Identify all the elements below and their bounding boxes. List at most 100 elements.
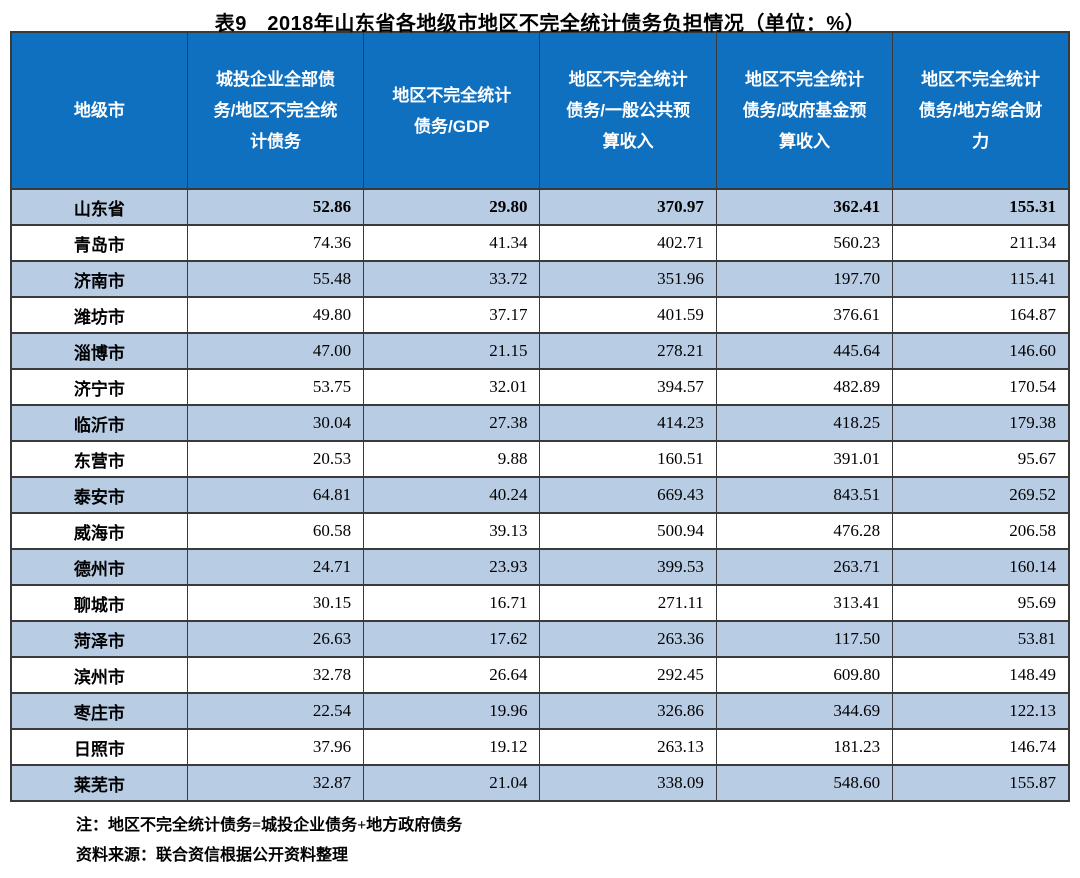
region-cell: 临沂市 (10, 404, 188, 442)
value-cell: 160.51 (539, 440, 717, 478)
value-cell: 60.58 (186, 512, 365, 550)
value-cell: 263.36 (539, 620, 717, 658)
value-cell: 179.38 (892, 404, 1070, 442)
value-cell: 211.34 (892, 224, 1070, 262)
column-header: 城投企业全部债务/地区不完全统计债务 (186, 31, 365, 190)
value-cell: 351.96 (539, 260, 717, 298)
value-cell: 326.86 (539, 692, 717, 730)
value-cell: 37.96 (186, 728, 365, 766)
region-cell: 日照市 (10, 728, 188, 766)
table-row: 泰安市 64.81 40.24 669.43 843.51 269.52 (10, 476, 1070, 514)
value-cell: 843.51 (715, 476, 894, 514)
column-header: 地区不完全统计债务/一般公共预算收入 (539, 31, 717, 190)
value-cell: 21.04 (363, 764, 541, 802)
value-cell: 263.71 (715, 548, 894, 586)
table-row: 潍坊市 49.80 37.17 401.59 376.61 164.87 (10, 296, 1070, 334)
region-cell: 青岛市 (10, 224, 188, 262)
value-cell: 53.75 (186, 368, 365, 406)
table-row: 临沂市 30.04 27.38 414.23 418.25 179.38 (10, 404, 1070, 442)
table-header: 地级市 城投企业全部债务/地区不完全统计债务 地区不完全统计债务/GDP 地区不完全统… (10, 31, 1070, 190)
region-cell: 聊城市 (10, 584, 188, 622)
table-row: 德州市 24.71 23.93 399.53 263.71 160.14 (10, 548, 1070, 586)
value-cell: 26.63 (186, 620, 365, 658)
value-cell: 33.72 (363, 260, 541, 298)
table-row: 威海市 60.58 39.13 500.94 476.28 206.58 (10, 512, 1070, 550)
value-cell: 402.71 (539, 224, 717, 262)
value-cell: 609.80 (715, 656, 894, 694)
value-cell: 313.41 (715, 584, 894, 622)
value-cell: 482.89 (715, 368, 894, 406)
value-cell: 148.49 (892, 656, 1070, 694)
value-cell: 362.41 (715, 188, 894, 226)
table-footnotes: 注：地区不完全统计债务=城投企业债务+地方政府债务 资料来源：联合资信根据公开资… (76, 811, 1080, 871)
value-cell: 376.61 (715, 296, 894, 334)
value-cell: 344.69 (715, 692, 894, 730)
value-cell: 23.93 (363, 548, 541, 586)
value-cell: 32.87 (186, 764, 365, 802)
value-cell: 117.50 (715, 620, 894, 658)
value-cell: 292.45 (539, 656, 717, 694)
value-cell: 29.80 (363, 188, 541, 226)
value-cell: 37.17 (363, 296, 541, 334)
table-row: 济南市 55.48 33.72 351.96 197.70 115.41 (10, 260, 1070, 298)
value-cell: 40.24 (363, 476, 541, 514)
value-cell: 19.12 (363, 728, 541, 766)
value-cell: 95.69 (892, 584, 1070, 622)
value-cell: 41.34 (363, 224, 541, 262)
value-cell: 338.09 (539, 764, 717, 802)
value-cell: 49.80 (186, 296, 365, 334)
value-cell: 26.64 (363, 656, 541, 694)
table-row: 山东省 52.86 29.80 370.97 362.41 155.31 (10, 188, 1070, 226)
region-cell: 威海市 (10, 512, 188, 550)
value-cell: 122.13 (892, 692, 1070, 730)
value-cell: 24.71 (186, 548, 365, 586)
value-cell: 160.14 (892, 548, 1070, 586)
value-cell: 74.36 (186, 224, 365, 262)
region-cell: 潍坊市 (10, 296, 188, 334)
value-cell: 19.96 (363, 692, 541, 730)
table-header-row: 地级市 城投企业全部债务/地区不完全统计债务 地区不完全统计债务/GDP 地区不完全统… (10, 31, 1070, 190)
value-cell: 55.48 (186, 260, 365, 298)
table-title: 表9 2018年山东省各地级市地区不完全统计债务负担情况（单位：%） (214, 13, 866, 35)
value-cell: 401.59 (539, 296, 717, 334)
table-body: 山东省 52.86 29.80 370.97 362.41 155.31 青岛市 74.36 4… (10, 188, 1070, 802)
value-cell: 30.15 (186, 584, 365, 622)
region-cell: 济南市 (10, 260, 188, 298)
value-cell: 53.81 (892, 620, 1070, 658)
value-cell: 39.13 (363, 512, 541, 550)
value-cell: 155.31 (892, 188, 1070, 226)
value-cell: 32.78 (186, 656, 365, 694)
value-cell: 278.21 (539, 332, 717, 370)
value-cell: 445.64 (715, 332, 894, 370)
value-cell: 146.74 (892, 728, 1070, 766)
value-cell: 418.25 (715, 404, 894, 442)
value-cell: 370.97 (539, 188, 717, 226)
value-cell: 394.57 (539, 368, 717, 406)
value-cell: 399.53 (539, 548, 717, 586)
value-cell: 206.58 (892, 512, 1070, 550)
region-cell: 东营市 (10, 440, 188, 478)
value-cell: 9.88 (363, 440, 541, 478)
table-row: 枣庄市 22.54 19.96 326.86 344.69 122.13 (10, 692, 1070, 730)
region-cell: 滨州市 (10, 656, 188, 694)
value-cell: 271.11 (539, 584, 717, 622)
value-cell: 22.54 (186, 692, 365, 730)
value-cell: 391.01 (715, 440, 894, 478)
value-cell: 95.67 (892, 440, 1070, 478)
value-cell: 269.52 (892, 476, 1070, 514)
region-cell: 枣庄市 (10, 692, 188, 730)
table-row: 聊城市 30.15 16.71 271.11 313.41 95.69 (10, 584, 1070, 622)
column-header: 地级市 (10, 31, 188, 190)
value-cell: 146.60 (892, 332, 1070, 370)
value-cell: 17.62 (363, 620, 541, 658)
value-cell: 170.54 (892, 368, 1070, 406)
source-line: 资料来源：联合资信根据公开资料整理 (76, 847, 349, 864)
value-cell: 30.04 (186, 404, 365, 442)
table-row: 青岛市 74.36 41.34 402.71 560.23 211.34 (10, 224, 1070, 262)
value-cell: 47.00 (186, 332, 365, 370)
value-cell: 669.43 (539, 476, 717, 514)
region-cell: 泰安市 (10, 476, 188, 514)
debt-table: 地级市 城投企业全部债务/地区不完全统计债务 地区不完全统计债务/GDP 地区不完全统… (10, 31, 1070, 802)
value-cell: 164.87 (892, 296, 1070, 334)
region-cell: 济宁市 (10, 368, 188, 406)
